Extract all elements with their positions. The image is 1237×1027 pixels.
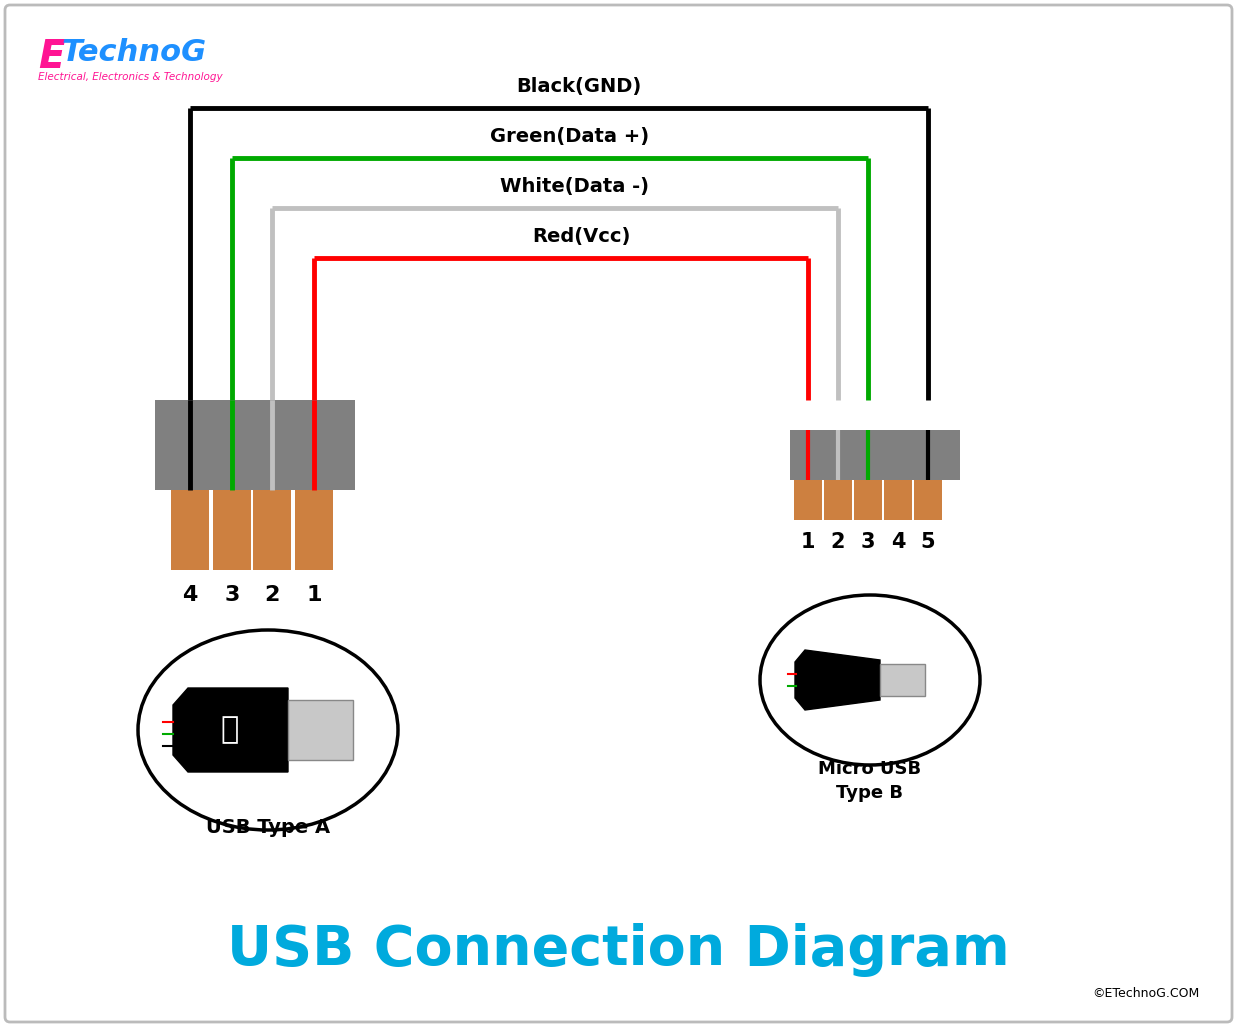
Text: 4: 4 <box>891 532 905 551</box>
Text: ⏚: ⏚ <box>221 716 239 745</box>
Polygon shape <box>795 650 880 710</box>
Text: Green(Data +): Green(Data +) <box>490 127 649 146</box>
Bar <box>824 480 852 520</box>
Text: 3: 3 <box>224 585 240 605</box>
Ellipse shape <box>760 595 980 765</box>
Bar <box>288 700 353 760</box>
Text: Black(GND): Black(GND) <box>516 77 642 96</box>
Text: 3: 3 <box>861 532 876 551</box>
Bar <box>254 490 291 570</box>
Text: TechnoG: TechnoG <box>62 38 207 67</box>
FancyBboxPatch shape <box>5 5 1232 1022</box>
Text: 4: 4 <box>182 585 198 605</box>
Text: 1: 1 <box>800 532 815 551</box>
Text: 2: 2 <box>831 532 845 551</box>
Text: E: E <box>38 38 64 76</box>
Text: White(Data -): White(Data -) <box>501 177 649 196</box>
Text: 1: 1 <box>307 585 322 605</box>
Bar <box>794 480 823 520</box>
Text: ©ETechnoG.COM: ©ETechnoG.COM <box>1092 987 1200 1000</box>
Bar <box>213 490 251 570</box>
Polygon shape <box>173 688 288 772</box>
Bar <box>171 490 209 570</box>
Bar <box>790 430 960 480</box>
Text: USB Connection Diagram: USB Connection Diagram <box>226 923 1009 977</box>
Bar <box>294 490 333 570</box>
Bar <box>155 400 355 490</box>
Text: 5: 5 <box>920 532 935 551</box>
Bar <box>914 480 943 520</box>
Text: USB Type A: USB Type A <box>205 817 330 837</box>
Text: Electrical, Electronics & Technology: Electrical, Electronics & Technology <box>38 72 223 82</box>
Ellipse shape <box>139 630 398 830</box>
Bar <box>884 480 912 520</box>
Bar <box>854 480 882 520</box>
Bar <box>880 664 925 696</box>
Text: Micro USB
Type B: Micro USB Type B <box>819 760 922 802</box>
Text: 2: 2 <box>265 585 280 605</box>
Text: Red(Vcc): Red(Vcc) <box>532 227 630 246</box>
